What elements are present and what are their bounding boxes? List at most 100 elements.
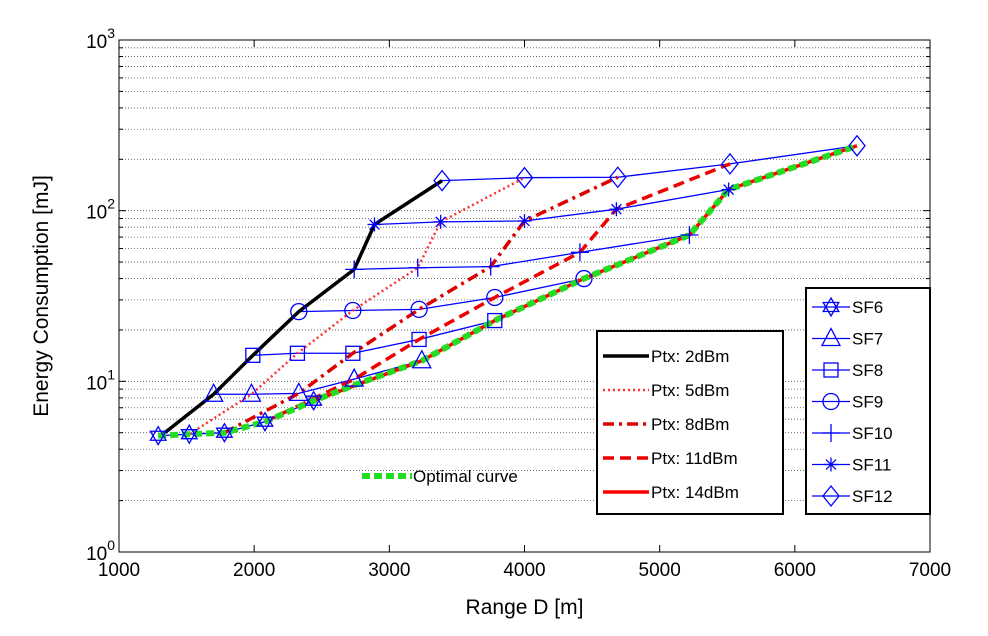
sf-legend-marker-shape (823, 362, 839, 378)
series-sf9 (298, 277, 585, 313)
y-axis-title: Energy Consumption [mJ] (30, 175, 53, 417)
marker-sf7-shape (241, 382, 262, 402)
marker-sf9 (344, 301, 362, 320)
series-layer (149, 134, 866, 447)
marker-sf8-shape (487, 312, 503, 329)
marker-sf12-shape (608, 166, 627, 189)
y-tick-label: 103 (86, 25, 115, 53)
marker-sf7 (241, 382, 262, 402)
sf-legend-marker (822, 424, 840, 442)
marker-sf6-shape (256, 416, 274, 433)
marker-sf12 (721, 152, 739, 175)
sf-legend-marker-shape (820, 327, 842, 347)
marker-sf6-shape (304, 395, 323, 412)
ptx-legend-label: Ptx: 11dBm (651, 449, 738, 468)
x-tick-label: 7000 (909, 560, 951, 581)
x-tick-label: 6000 (774, 560, 816, 581)
x-axis-title: Range D [m] (466, 596, 584, 619)
marker-sf7 (344, 367, 365, 387)
marker-sf8-shape (245, 347, 261, 363)
ptx-line-2 (188, 176, 526, 436)
marker-sf12-shape (848, 134, 866, 157)
sf-legend-marker (822, 296, 840, 318)
marker-sf12 (515, 166, 534, 189)
marker-sf8 (289, 345, 306, 361)
x-tick-label: 2000 (233, 560, 275, 581)
marker-sf8-shape (345, 345, 361, 361)
marker-sf10 (570, 243, 589, 262)
marker-sf8 (411, 331, 427, 348)
marker-sf11 (433, 214, 448, 229)
series-line-sf9 (298, 277, 585, 313)
x-tick-label: 5000 (639, 560, 681, 581)
marker-sf10 (481, 257, 500, 276)
marker-sf7 (288, 381, 309, 402)
sf-legend-label: SF11 (852, 456, 891, 475)
y-tick-label: 101 (86, 366, 115, 394)
marker-sf6-shape (304, 390, 323, 406)
ptx-legend-label: Ptx: 2dBm (651, 347, 729, 366)
sf-legend-marker (823, 362, 839, 378)
marker-sf9-shape (290, 303, 308, 321)
sf-legend-marker-shape (822, 392, 840, 411)
optimal-curve-annotation: Optimal curve (362, 467, 518, 486)
marker-sf11-shape (435, 216, 447, 228)
marker-sf9-shape (344, 301, 362, 320)
marker-sf10 (408, 258, 427, 277)
sf-legend-marker (824, 457, 838, 472)
optimal-curve-label: Optimal curve (413, 467, 518, 486)
marker-sf9 (410, 300, 428, 319)
marker-sf11-shape (369, 219, 380, 230)
marker-sf6 (180, 423, 199, 445)
sf-legend-marker-shape (822, 301, 840, 318)
sf-legend-marker (822, 392, 840, 411)
marker-sf8-shape (289, 345, 306, 361)
marker-sf11 (367, 217, 382, 232)
marker-sf12-shape (515, 166, 534, 189)
marker-sf6-shape (180, 423, 199, 440)
marker-sf10 (345, 260, 364, 279)
ptx-legend-label: Ptx: 14dBm (651, 483, 739, 502)
marker-sf6-shape (215, 427, 234, 444)
marker-sf6 (149, 425, 168, 447)
sf-legend-label: SF7 (852, 330, 883, 349)
sf-legend-marker (820, 327, 842, 347)
series-line-sf7 (213, 360, 422, 395)
marker-sf8 (245, 347, 261, 363)
marker-sf11 (517, 213, 532, 228)
marker-sf9-shape (410, 300, 428, 319)
y-tick-label: 102 (86, 196, 115, 224)
x-tick-label: 1000 (98, 560, 140, 581)
marker-sf12 (433, 169, 451, 192)
marker-sf6 (304, 390, 323, 412)
marker-sf9 (486, 288, 504, 307)
marker-sf9 (575, 269, 593, 288)
marker-sf8-shape (411, 331, 427, 348)
marker-sf12-shape (433, 169, 451, 192)
x-tick-label: 3000 (368, 560, 410, 581)
marker-sf6-shape (180, 429, 199, 445)
x-tick-label: 4000 (503, 560, 545, 581)
sf-legend-marker-shape (822, 484, 840, 508)
marker-sf9-shape (486, 288, 504, 307)
marker-sf12-shape (721, 152, 739, 175)
marker-sf7 (203, 382, 224, 402)
marker-sf11-shape (519, 215, 530, 227)
marker-sf8 (345, 345, 361, 361)
ptx-legend-label: Ptx: 5dBm (651, 381, 729, 400)
sf-legend-marker-shape (822, 296, 840, 313)
sf-legend-label: SF12 (852, 487, 893, 506)
marker-sf7-shape (288, 381, 309, 402)
marker-sf6-shape (149, 425, 168, 441)
sf-legend-marker (822, 484, 840, 508)
marker-sf6 (215, 422, 234, 444)
sf-legend-label: SF6 (852, 298, 883, 317)
sf-legend-label: SF9 (852, 393, 883, 412)
marker-sf12 (848, 134, 866, 157)
legend-layer: Ptx: 2dBm Ptx: 5dBm Ptx: 8dBm Ptx: 11dBm Ptx… (362, 287, 931, 515)
marker-sf11-shape (611, 203, 622, 215)
marker-sf6-shape (215, 422, 234, 438)
marker-sf7-shape (203, 382, 224, 402)
marker-sf8 (487, 312, 503, 329)
